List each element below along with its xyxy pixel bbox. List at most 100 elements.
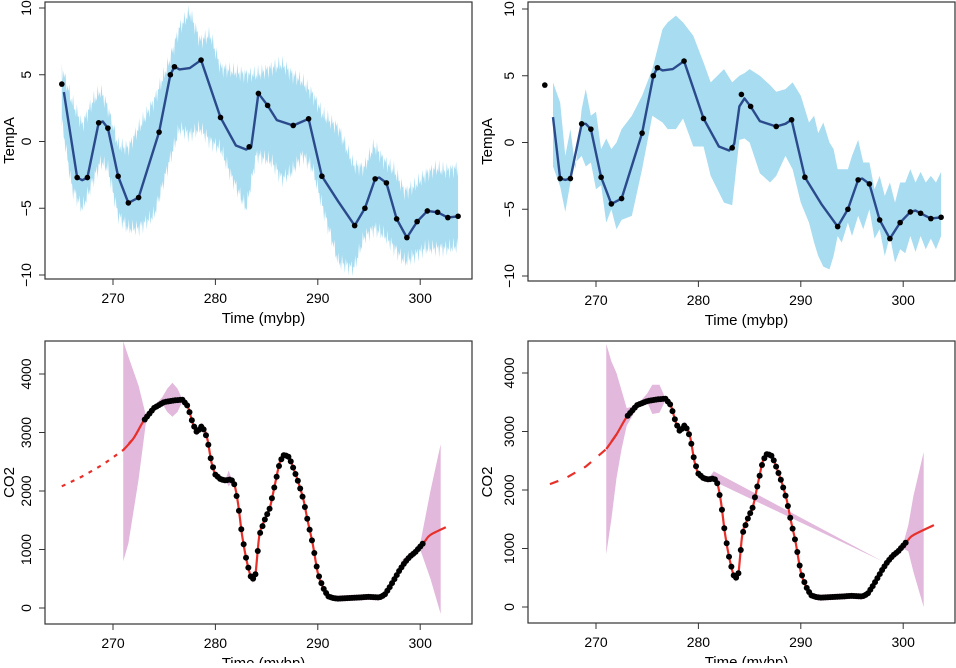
data-point (700, 115, 707, 122)
data-point (902, 539, 909, 546)
data-point (782, 492, 789, 499)
data-point (240, 541, 247, 548)
data-point (876, 217, 883, 223)
data-point (308, 537, 315, 544)
data-point (802, 174, 808, 181)
data-point (445, 214, 451, 221)
y-tick-label: −10 (501, 264, 517, 288)
plot-area (59, 5, 461, 277)
x-axis-label: Time (mybp) (222, 655, 306, 663)
data-point (855, 177, 861, 183)
data-point (171, 63, 178, 70)
y-tick-label: −5 (18, 200, 34, 216)
data-point (156, 129, 162, 135)
data-point (887, 235, 893, 242)
data-point (735, 570, 742, 577)
data-point (125, 200, 132, 206)
data-point (671, 416, 678, 423)
x-axis-label: Time (mybp) (705, 312, 789, 329)
data-point (184, 402, 191, 409)
data-point (917, 210, 924, 217)
data-point (246, 144, 252, 150)
y-tick-label: 0 (501, 603, 517, 611)
data-point (252, 571, 259, 578)
x-tick-label: 270 (101, 635, 125, 651)
data-point (744, 515, 751, 522)
data-point (542, 82, 548, 88)
plot-area (549, 343, 935, 607)
data-point (688, 440, 695, 447)
data-point (316, 573, 323, 580)
data-point (669, 408, 676, 415)
y-tick-label: −10 (18, 263, 34, 287)
data-point (598, 174, 604, 181)
data-point (789, 525, 796, 532)
y-tick-label: 10 (18, 0, 34, 16)
y-axis-label: TempA (479, 118, 496, 165)
data-point (306, 526, 313, 533)
data-point (897, 219, 903, 226)
data-point (257, 529, 264, 536)
data-point (737, 547, 744, 554)
temp-right-plot: 270 280 290 300 −10 −5 0 5 10 Time (mybp) TempA (479, 1, 956, 329)
x-tick-label: 280 (204, 635, 228, 651)
y-tick-label: 3000 (18, 417, 34, 448)
data-point (271, 484, 278, 491)
data-point (419, 540, 426, 547)
x-tick-label: 280 (204, 290, 228, 306)
data-point (681, 58, 687, 64)
credible-band (708, 471, 883, 562)
data-point (618, 195, 625, 202)
data-point (287, 458, 294, 465)
y-tick-label: 4000 (18, 358, 34, 389)
data-point (690, 454, 697, 461)
data-point (362, 205, 368, 212)
data-point (801, 579, 808, 586)
x-tick-label: 290 (789, 292, 813, 308)
data-point (217, 114, 224, 121)
x-tick-label: 300 (409, 290, 433, 306)
plot-area (542, 15, 944, 270)
x-tick-label: 270 (101, 290, 125, 306)
data-point (768, 452, 775, 459)
data-point (773, 463, 780, 470)
x-tick-label: 300 (892, 292, 916, 308)
data-point (928, 215, 934, 222)
data-point (250, 575, 257, 582)
data-point (290, 464, 297, 471)
data-point (608, 201, 615, 207)
data-point (729, 145, 735, 151)
y-tick-label: 5 (18, 71, 34, 79)
data-point (200, 426, 207, 433)
data-point (299, 493, 306, 500)
data-point (770, 457, 777, 464)
x-tick-label: 290 (306, 635, 330, 651)
y-tick-label: 10 (501, 1, 517, 17)
data-point (191, 423, 198, 430)
data-point (115, 173, 121, 180)
data-point (794, 549, 801, 556)
credible-band (61, 5, 459, 277)
y-tick-label: 0 (501, 138, 517, 146)
y-tick-label: −5 (501, 201, 517, 217)
data-point (751, 494, 758, 501)
plot-area (61, 341, 447, 614)
data-point (186, 409, 193, 416)
x-tick-label: 270 (584, 292, 608, 308)
x-tick-label: 290 (306, 290, 330, 306)
data-point (404, 234, 410, 241)
data-point (318, 580, 325, 587)
credible-band (552, 15, 942, 270)
extrapolated-line (61, 437, 135, 488)
plot-frame (527, 1, 956, 282)
y-tick-label: 5 (501, 72, 517, 80)
data-point (105, 125, 111, 131)
data-point (716, 492, 723, 499)
data-point (747, 510, 754, 517)
data-point (238, 526, 245, 533)
x-tick-label: 300 (892, 634, 916, 650)
data-point (414, 218, 420, 225)
data-point (791, 536, 798, 543)
temp-left-plot: 270 280 290 300 −10 −5 0 5 10 Time (mybp) TempA (1, 0, 473, 327)
